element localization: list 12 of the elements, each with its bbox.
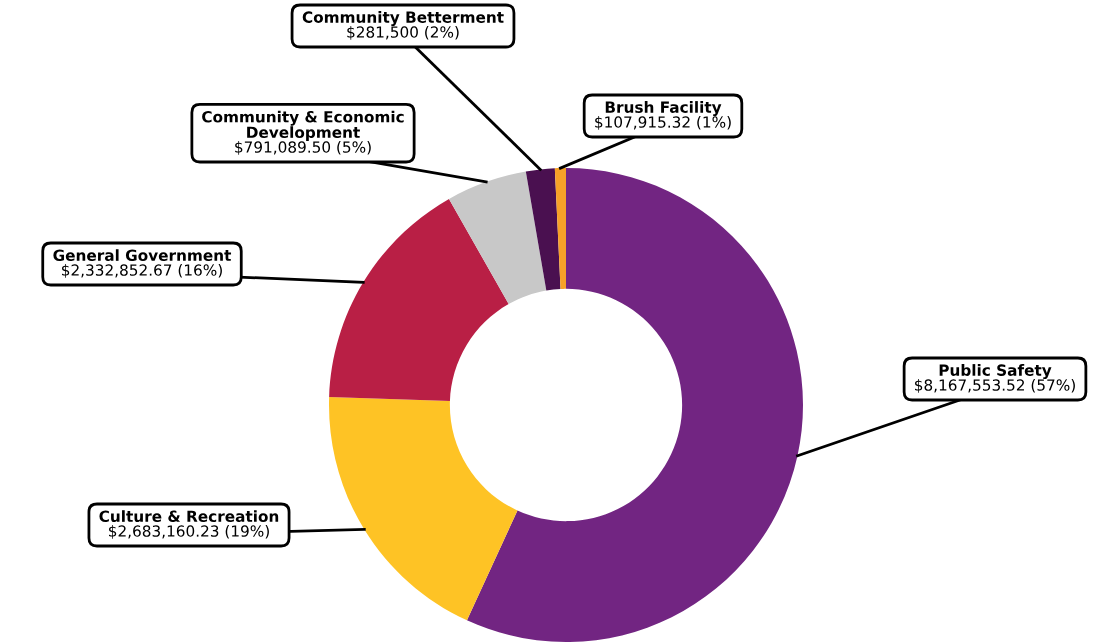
slice-label: Community & Economic Development	[202, 110, 404, 141]
data-label: $281,500 (2%)	[347, 26, 459, 40]
slice-label: Community Betterment	[302, 11, 504, 26]
data-label: $8,167,553.52 (57%)	[915, 379, 1075, 393]
slice-label: Public Safety	[939, 364, 1052, 379]
data-label: $107,915.32 (1%)	[595, 116, 731, 130]
data-label: $2,332,852.67 (16%)	[62, 264, 222, 278]
slice-label: General Government	[53, 249, 232, 262]
slice-label: Culture & Recreation	[99, 510, 279, 523]
slice-label: Brush Facility	[605, 101, 722, 116]
data-label: $2,683,160.23 (19%)	[109, 525, 269, 539]
data-label: $791,089.50 (5%)	[235, 141, 371, 155]
